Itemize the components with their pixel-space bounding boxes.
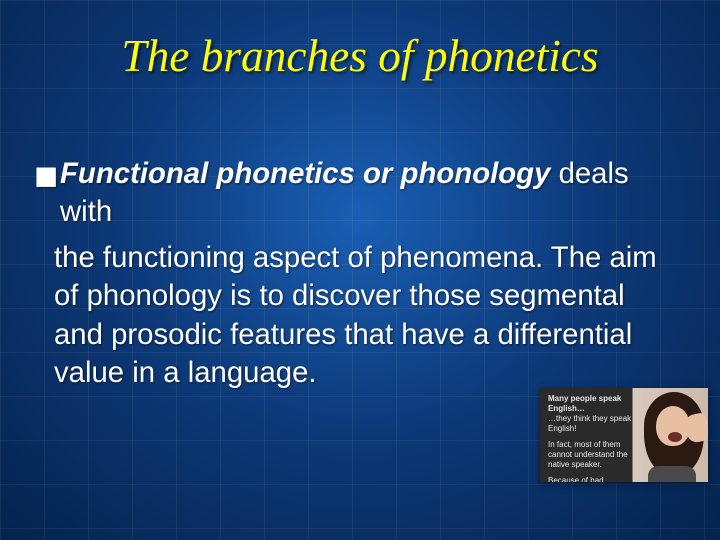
- inset-line-1: Many people speak English…: [548, 394, 634, 414]
- slide-root: The branches of phonetics ■ Functional p…: [0, 0, 720, 540]
- bullet-item: ■ Functional phonetics or phonology deal…: [54, 150, 666, 231]
- inset-image: Many people speak English… …they think t…: [540, 388, 708, 482]
- lead-emphasis: Functional phonetics or phonology: [60, 157, 550, 190]
- person-mouth: [668, 432, 682, 442]
- body-paragraph: the functioning aspect of phenomena. The…: [54, 239, 666, 392]
- person-shirt: [648, 466, 696, 482]
- slide-title: The branches of phonetics: [0, 30, 720, 82]
- inset-text: Many people speak English… …they think t…: [548, 394, 634, 482]
- inset-line-2: …they think they speak English!: [548, 414, 634, 434]
- inset-line-3: In fact, most of them cannot understand …: [548, 440, 634, 470]
- inset-line-4: Because of bad pronunciation: [548, 476, 634, 482]
- body-text-block: ■ Functional phonetics or phonology deal…: [54, 150, 666, 392]
- person-illustration: [632, 388, 708, 482]
- lead-line: Functional phonetics or phonology deals …: [60, 155, 666, 231]
